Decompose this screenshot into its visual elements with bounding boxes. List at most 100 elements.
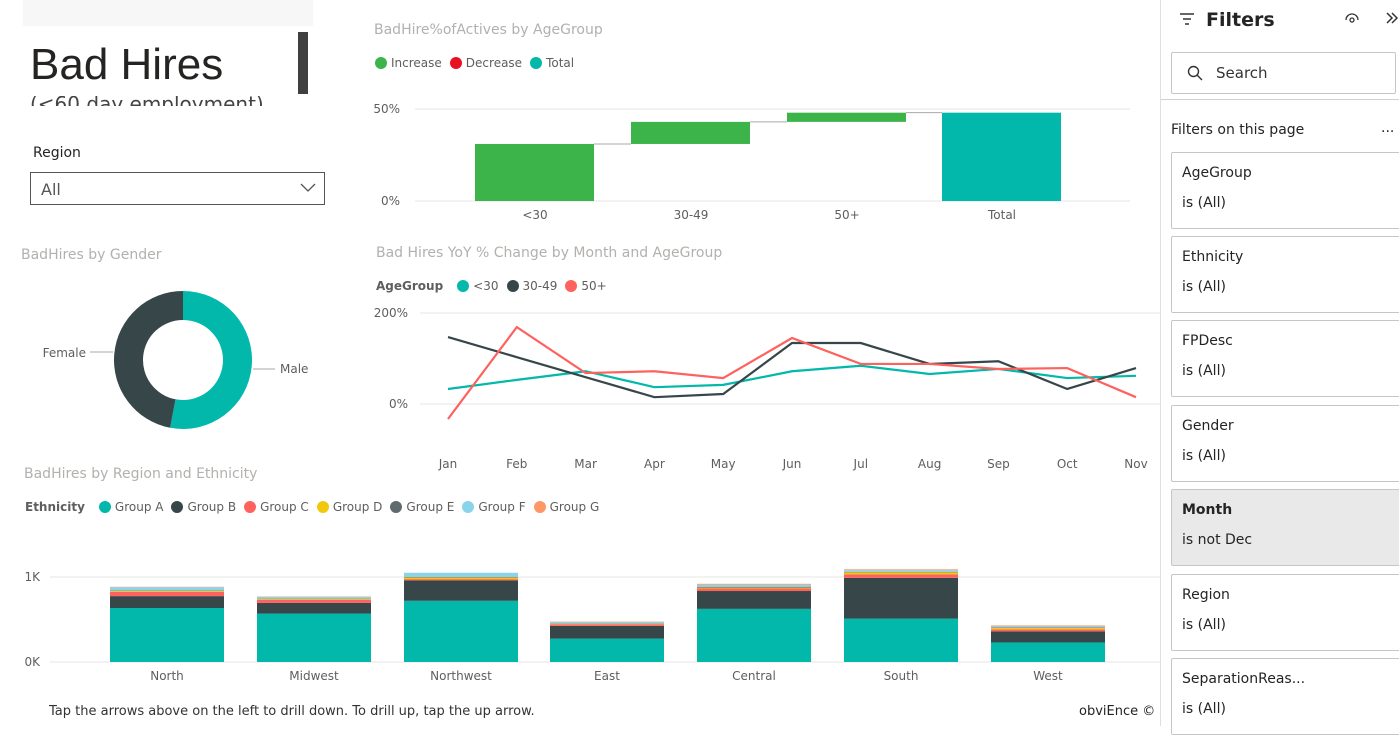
bar-segment-group-c[interactable] <box>110 592 224 596</box>
bar-segment-group-f[interactable] <box>697 585 811 587</box>
bar-segment-group-g[interactable] <box>844 569 958 570</box>
more-options-button[interactable]: ... <box>1381 120 1394 136</box>
legend-total[interactable]: Total <box>546 56 574 70</box>
bar-segment-group-c[interactable] <box>697 588 811 591</box>
legend-dot <box>244 501 256 513</box>
legend-item[interactable]: Group A <box>115 500 164 514</box>
bar-segment-group-b[interactable] <box>110 596 224 608</box>
stacked-legend: Ethnicity Group A Group B Group C Group D Gro… <box>25 500 599 514</box>
bar-segment-group-d[interactable] <box>697 588 811 589</box>
donut-slice-female[interactable] <box>114 291 183 428</box>
bar-segment-group-g[interactable] <box>991 625 1105 626</box>
filter-card-name: SeparationReas... <box>1182 671 1399 687</box>
legend-item[interactable]: 50+ <box>581 279 606 293</box>
waterfall-total-bar[interactable] <box>942 113 1061 201</box>
waterfall-bar[interactable] <box>475 144 594 201</box>
line-series-30-49[interactable] <box>448 337 1136 397</box>
x-tick: North <box>150 669 184 683</box>
bar-segment-group-f[interactable] <box>991 626 1105 627</box>
legend-item[interactable]: Group E <box>406 500 454 514</box>
title-bg <box>23 0 313 26</box>
legend-increase[interactable]: Increase <box>391 56 442 70</box>
legend-dot <box>317 501 329 513</box>
bar-segment-group-a[interactable] <box>697 609 811 662</box>
bar-segment-group-g[interactable] <box>697 584 811 585</box>
bar-segment-group-f[interactable] <box>257 597 371 599</box>
legend-item[interactable]: Group G <box>550 500 600 514</box>
x-tick: Oct <box>1057 457 1078 471</box>
legend-item[interactable]: Group F <box>478 500 525 514</box>
eye-icon[interactable] <box>1345 12 1359 24</box>
filter-icon <box>1179 12 1195 26</box>
legend-dot <box>457 280 469 292</box>
legend-item[interactable]: Group D <box>333 500 383 514</box>
legend-dot <box>390 501 402 513</box>
legend-dot-decrease <box>450 57 462 69</box>
bar-segment-group-e[interactable] <box>697 587 811 588</box>
bar-segment-group-d[interactable] <box>844 572 958 574</box>
legend-dot-increase <box>375 57 387 69</box>
filter-card-name: AgeGroup <box>1182 165 1399 181</box>
bar-segment-group-a[interactable] <box>110 608 224 662</box>
x-tick: May <box>711 457 736 471</box>
filter-search-box[interactable]: Search <box>1171 52 1396 94</box>
bar-segment-group-c[interactable] <box>844 574 958 577</box>
filter-card-name: Ethnicity <box>1182 249 1399 265</box>
bar-segment-group-f[interactable] <box>110 587 224 590</box>
bar-segment-group-b[interactable] <box>257 603 371 614</box>
collapse-pane-icon[interactable] <box>1386 12 1398 24</box>
stacked-legend-title: Ethnicity <box>25 500 85 514</box>
x-tick: Northwest <box>430 669 492 683</box>
bar-segment-group-f[interactable] <box>404 573 518 577</box>
filter-card-name: Region <box>1182 587 1399 603</box>
bar-segment-group-d[interactable] <box>257 599 371 600</box>
bar-segment-group-c[interactable] <box>991 629 1105 631</box>
legend-item[interactable]: Group B <box>187 500 236 514</box>
x-tick: Central <box>732 669 776 683</box>
bar-segment-group-b[interactable] <box>844 578 958 619</box>
bar-segment-group-f[interactable] <box>844 570 958 572</box>
bar-segment-group-a[interactable] <box>404 601 518 662</box>
legend-item[interactable]: <30 <box>473 279 498 293</box>
bar-segment-group-f[interactable] <box>550 622 664 623</box>
legend-item[interactable]: 30-49 <box>523 279 558 293</box>
donut-title: BadHires by Gender <box>21 247 162 263</box>
bar-segment-group-c[interactable] <box>257 600 371 603</box>
bar-segment-group-b[interactable] <box>697 591 811 609</box>
waterfall-bar[interactable] <box>631 122 750 144</box>
legend-dot <box>99 501 111 513</box>
bar-segment-group-c[interactable] <box>550 624 664 626</box>
bar-segment-group-a[interactable] <box>257 614 371 662</box>
filter-card-name: FPDesc <box>1182 333 1399 349</box>
x-tick: West <box>1033 669 1063 683</box>
bar-segment-group-b[interactable] <box>550 626 664 639</box>
filters-pane: Filters Search Filters on this page ... … <box>1160 0 1399 726</box>
bar-segment-group-d[interactable] <box>991 628 1105 629</box>
bar-segment-group-a[interactable] <box>550 639 664 662</box>
bar-segment-group-d[interactable] <box>110 591 224 592</box>
filters-title: Filters <box>1206 9 1275 31</box>
bar-segment-group-a[interactable] <box>991 642 1105 662</box>
x-tick: Midwest <box>289 669 339 683</box>
bar-segment-group-b[interactable] <box>404 580 518 600</box>
legend-decrease[interactable]: Decrease <box>466 56 522 70</box>
filter-search-placeholder: Search <box>1216 64 1268 82</box>
waterfall-bar[interactable] <box>787 113 906 122</box>
chevron-down-icon <box>300 183 316 193</box>
bar-segment-group-a[interactable] <box>844 619 958 662</box>
footer-hint: Tap the arrows above on the left to dril… <box>49 704 535 719</box>
bar-segment-group-b[interactable] <box>991 631 1105 642</box>
bar-segment-group-d[interactable] <box>404 577 518 579</box>
filter-card-separationreas[interactable]: SeparationReas...is (All) <box>1171 658 1399 735</box>
region-slicer-dropdown[interactable]: All <box>30 172 325 205</box>
bar-segment-group-c[interactable] <box>404 579 518 580</box>
legend-item[interactable]: Group C <box>260 500 309 514</box>
